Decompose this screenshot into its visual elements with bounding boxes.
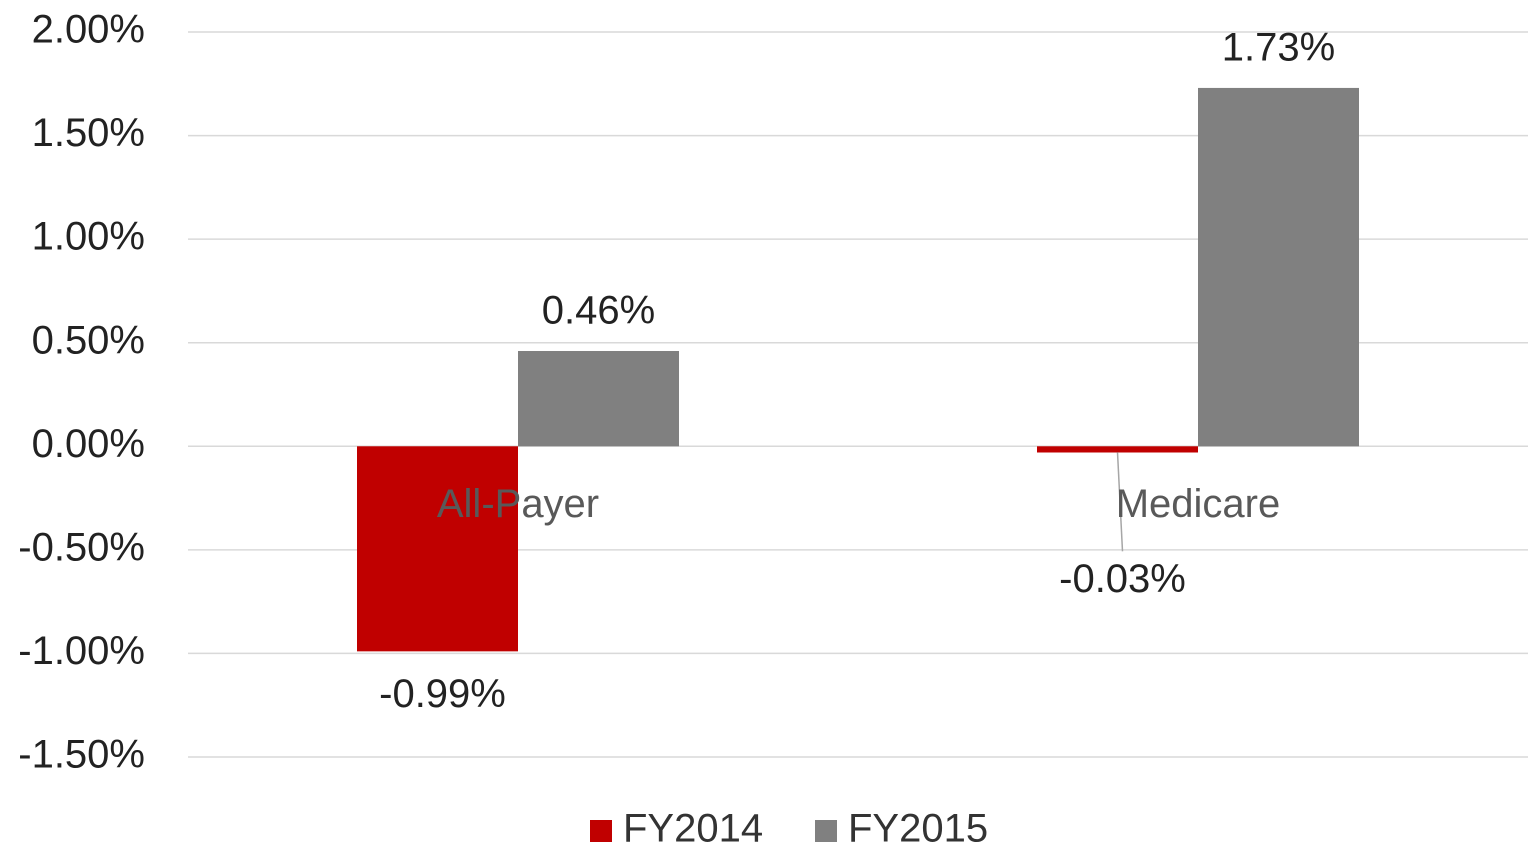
y-tick-label: 2.00% [32, 8, 145, 52]
y-tick-label: 1.50% [32, 111, 145, 155]
legend-swatch [815, 820, 837, 842]
bar [1198, 87, 1359, 447]
data-label: 1.73% [1222, 25, 1335, 69]
y-tick-label: -1.00% [18, 629, 145, 673]
bar [357, 446, 518, 652]
y-tick-label: -0.50% [18, 525, 145, 569]
legend-label: FY2014 [623, 807, 763, 851]
x-tick-label: Medicare [1116, 482, 1281, 526]
legend-label: FY2015 [848, 807, 988, 851]
x-tick-label: All-Payer [437, 482, 599, 526]
data-label: -0.99% [379, 672, 506, 716]
y-tick-label: 1.00% [32, 215, 145, 259]
y-tick-label: 0.50% [32, 318, 145, 362]
y-tick-label: 0.00% [32, 422, 145, 466]
bar [518, 351, 679, 447]
y-tick-label: -1.50% [18, 733, 145, 777]
bar [1037, 446, 1198, 453]
data-label: 0.46% [542, 289, 655, 333]
data-label: -0.03% [1059, 557, 1186, 601]
leader-line [1116, 452, 1124, 552]
legend-swatch [590, 820, 612, 842]
